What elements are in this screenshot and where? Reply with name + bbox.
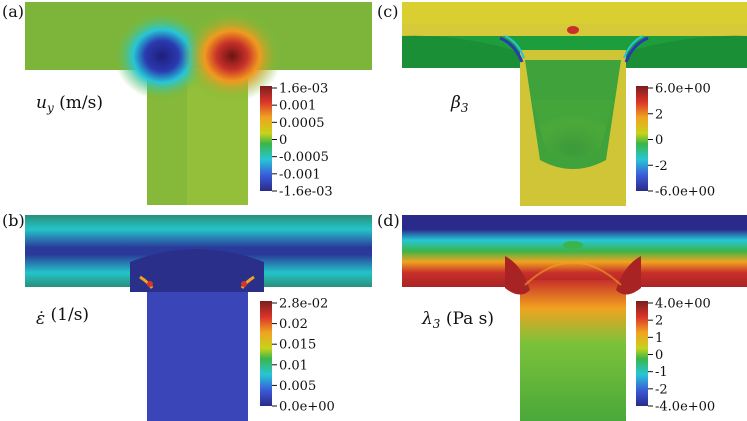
panel-b-colorbar <box>260 301 272 406</box>
colorbar-tick-label: 0.0e+00 <box>279 400 335 415</box>
colorbar-tick-label: 0 <box>279 133 287 148</box>
panel-b-quantity: ε̇ (1/s) <box>36 305 89 329</box>
colorbar-tick-label: -2 <box>655 159 668 174</box>
colorbar-tick-label: 0.001 <box>279 99 316 114</box>
panel-d-colorbar-ticks: 4.0e+00 2 1 0 -1 -2 -4.0e+00 <box>648 297 715 415</box>
panel-d-label: (d) <box>377 211 400 230</box>
colorbar-tick-label: -6.0e+00 <box>655 185 715 200</box>
panel-c-quantity: β3 <box>450 93 469 115</box>
panel-c-colorbar <box>636 86 648 191</box>
colorbar-tick-label: 0.01 <box>279 358 308 373</box>
colorbar-tick-label: -2 <box>655 382 668 397</box>
colorbar-tick-label: 0.02 <box>279 317 308 332</box>
colorbar-tick-label: 6.0e+00 <box>655 82 711 97</box>
colorbar-tick-label: 2 <box>655 107 663 122</box>
panel-c-colorbar-ticks: 6.0e+00 2 0 -2 -6.0e+00 <box>648 82 715 200</box>
colorbar-tick-label: -1.6e-03 <box>279 185 333 200</box>
colorbar-tick-label: 0 <box>655 133 663 148</box>
colorbar-tick-label: -1 <box>655 365 668 380</box>
panel-c-field <box>402 2 747 206</box>
colorbar-tick-label: -0.0005 <box>279 150 329 165</box>
colorbar-tick-label: 2 <box>655 314 663 329</box>
colorbar-tick-label: 0 <box>655 348 663 363</box>
colorbar-tick-label: 4.0e+00 <box>655 297 711 312</box>
colorbar-tick-label: -4.0e+00 <box>655 400 715 415</box>
panel-d-colorbar <box>636 301 648 406</box>
panel-b-label: (b) <box>2 211 25 230</box>
panel-c: (c) β3 6.0e+00 2 0 -2 -6.0e+00 <box>377 2 747 206</box>
colorbar-tick-label: 1 <box>655 331 663 346</box>
panel-a-colorbar-ticks: 1.6e-03 0.001 0.0005 0 -0.0005 -0.001 -1.6e-03 <box>272 82 333 200</box>
panel-a: (a) uy (m/s) 1.6e-03 0.001 0.0005 0 -0.0005 -… <box>2 2 372 205</box>
panel-c-label: (c) <box>377 2 398 21</box>
colorbar-tick-label: 1.6e-03 <box>279 82 328 97</box>
panel-a-quantity: uy (m/s) <box>36 93 103 115</box>
panel-b-colorbar-ticks: 2.8e-02 0.02 0.015 0.01 0.005 0.0e+00 <box>272 297 335 415</box>
panel-a-colorbar <box>260 86 272 191</box>
colorbar-tick-label: 0.005 <box>279 379 316 394</box>
colorbar-tick-label: 0.015 <box>279 338 316 353</box>
panel-a-label: (a) <box>2 2 24 21</box>
panel-a-field <box>25 2 372 205</box>
panel-d-quantity: λ3 (Pa s) <box>421 309 494 331</box>
colorbar-tick-label: 2.8e-02 <box>279 297 328 312</box>
panel-d-field <box>402 215 747 421</box>
panel-b-field <box>25 215 372 421</box>
colorbar-tick-label: 0.0005 <box>279 116 325 131</box>
colorbar-tick-label: -0.001 <box>279 167 321 182</box>
panel-d: (d) λ3 (Pa s) 4.0e+00 2 1 0 -1 -2 -4.0e+00 <box>377 211 747 421</box>
panel-b: (b) ε̇ (1/s) 2.8e-02 0.02 0.015 0.01 0.005 0.… <box>2 211 372 421</box>
